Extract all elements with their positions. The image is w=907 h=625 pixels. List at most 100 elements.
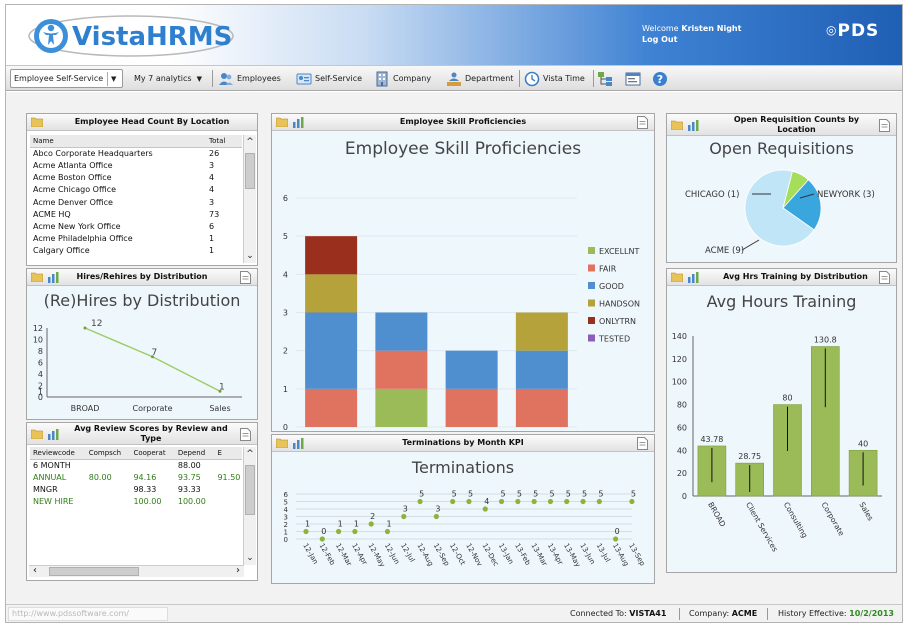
help-button[interactable]: ? bbox=[652, 69, 671, 88]
vista-time-button[interactable]: Vista Time bbox=[524, 69, 585, 88]
document-icon[interactable] bbox=[637, 116, 648, 129]
company-button[interactable]: Company bbox=[374, 69, 431, 88]
skill-bar-segment[interactable] bbox=[305, 236, 358, 275]
status-url[interactable]: http://www.pdssoftware.com/ bbox=[8, 607, 168, 621]
scroll-up-icon[interactable]: ^ bbox=[246, 137, 254, 147]
logout-link[interactable]: Log Out bbox=[642, 35, 678, 44]
termination-point[interactable] bbox=[482, 506, 488, 512]
skill-bar-segment[interactable] bbox=[515, 312, 568, 351]
pie-slice[interactable] bbox=[782, 179, 822, 231]
table-row[interactable]: MNGR 98.33 93.33 bbox=[30, 484, 242, 496]
table-row[interactable]: ACME HQ 73 bbox=[30, 208, 242, 220]
column-header[interactable]: Reviewcode bbox=[30, 447, 86, 460]
skill-bar-segment[interactable] bbox=[305, 312, 358, 389]
hires-data-point[interactable] bbox=[218, 389, 222, 393]
column-header[interactable]: Compsch bbox=[85, 447, 131, 460]
scroll-down-icon[interactable]: ⌄ bbox=[246, 251, 254, 261]
column-header[interactable]: E bbox=[214, 447, 242, 460]
document-icon[interactable] bbox=[637, 437, 648, 450]
table-row[interactable]: 6 MONTH 88.00 bbox=[30, 459, 242, 471]
self-service-button[interactable]: Self-Service bbox=[296, 69, 362, 88]
chart-settings-icon[interactable] bbox=[47, 271, 59, 283]
termination-point[interactable] bbox=[303, 528, 309, 535]
termination-point[interactable] bbox=[368, 521, 374, 527]
skill-bar-segment[interactable] bbox=[375, 350, 428, 389]
termination-point[interactable] bbox=[433, 513, 439, 520]
folder-icon[interactable] bbox=[31, 117, 43, 127]
chart-settings-icon[interactable] bbox=[292, 116, 304, 128]
termination-point[interactable] bbox=[564, 498, 570, 505]
termination-point[interactable] bbox=[319, 536, 325, 542]
skill-bar-segment[interactable] bbox=[445, 388, 498, 427]
termination-point[interactable] bbox=[384, 528, 391, 535]
skill-bar-segment[interactable] bbox=[375, 388, 428, 427]
analytics-select[interactable]: My 7 analytics ▼ bbox=[134, 69, 202, 88]
review-scrollbar[interactable]: ^ ⌄ bbox=[243, 447, 256, 565]
folder-icon[interactable] bbox=[671, 272, 683, 282]
folder-icon[interactable] bbox=[276, 438, 288, 448]
folder-icon[interactable] bbox=[31, 272, 43, 282]
table-row[interactable]: Calgary Office 1 bbox=[30, 245, 242, 257]
folder-icon[interactable] bbox=[671, 120, 683, 130]
column-header[interactable]: Depend bbox=[174, 447, 215, 460]
termination-point[interactable] bbox=[498, 498, 505, 505]
folder-icon[interactable] bbox=[31, 429, 43, 439]
scrollbar-thumb[interactable] bbox=[49, 567, 139, 576]
scrollbar-thumb[interactable] bbox=[245, 153, 255, 189]
headcount-scrollbar[interactable]: ^ ⌄ bbox=[243, 135, 256, 263]
document-icon[interactable] bbox=[240, 428, 251, 441]
role-select[interactable]: Employee Self-Service ▼ bbox=[10, 69, 124, 88]
scroll-down-icon[interactable]: ⌄ bbox=[246, 553, 254, 563]
table-row[interactable]: Acme Denver Office 3 bbox=[30, 196, 242, 208]
skill-bar-segment[interactable] bbox=[375, 312, 428, 351]
document-icon[interactable] bbox=[879, 271, 890, 284]
termination-point[interactable] bbox=[515, 498, 521, 505]
skill-bar-segment[interactable] bbox=[445, 350, 498, 389]
skill-bar-segment[interactable] bbox=[305, 388, 358, 427]
table-row[interactable]: Abco Corporate Headquarters 26 bbox=[30, 147, 242, 159]
termination-point[interactable] bbox=[401, 513, 407, 520]
table-row[interactable]: Acme Philadelphia Office 1 bbox=[30, 233, 242, 245]
department-button[interactable]: Department bbox=[446, 69, 513, 88]
org-chart-button[interactable] bbox=[597, 69, 616, 88]
chart-settings-icon[interactable] bbox=[687, 271, 699, 283]
table-row[interactable]: Acme Atlanta Office 3 bbox=[30, 159, 242, 171]
termination-point[interactable] bbox=[450, 498, 456, 505]
document-icon[interactable] bbox=[240, 271, 251, 284]
scrollbar-thumb[interactable] bbox=[245, 465, 255, 515]
scroll-right-icon[interactable]: › bbox=[236, 565, 240, 576]
document-icon[interactable] bbox=[879, 119, 890, 132]
termination-point[interactable] bbox=[629, 498, 635, 505]
column-header[interactable]: Name bbox=[30, 135, 206, 148]
skill-bar-segment[interactable] bbox=[515, 350, 568, 389]
termination-point[interactable] bbox=[580, 498, 586, 505]
table-row[interactable]: Acme New York Office 6 bbox=[30, 220, 242, 232]
termination-point[interactable] bbox=[547, 498, 554, 505]
scroll-up-icon[interactable]: ^ bbox=[246, 449, 254, 459]
folder-icon[interactable] bbox=[276, 117, 288, 127]
chart-settings-icon[interactable] bbox=[292, 437, 304, 449]
skill-bar-segment[interactable] bbox=[515, 388, 568, 427]
termination-point[interactable] bbox=[352, 528, 358, 535]
review-horizontal-scrollbar[interactable]: ‹ › bbox=[29, 565, 244, 577]
table-row[interactable]: Acme Boston Office 4 bbox=[30, 172, 242, 184]
skill-bar-segment[interactable] bbox=[305, 274, 358, 313]
column-header[interactable]: Cooperat bbox=[130, 447, 175, 460]
hires-data-point[interactable] bbox=[151, 355, 154, 359]
column-header[interactable]: Total bbox=[206, 135, 242, 148]
reports-button[interactable] bbox=[625, 69, 644, 88]
employees-button[interactable]: Employees bbox=[218, 69, 281, 88]
termination-point[interactable] bbox=[613, 536, 619, 542]
hires-data-point[interactable] bbox=[83, 326, 87, 330]
chart-settings-icon[interactable] bbox=[47, 428, 59, 440]
termination-point[interactable] bbox=[466, 498, 472, 505]
scroll-left-icon[interactable]: ‹ bbox=[33, 565, 37, 576]
termination-point[interactable] bbox=[596, 498, 602, 505]
table-row[interactable]: Acme Chicago Office 4 bbox=[30, 184, 242, 196]
table-row[interactable]: NEW HIRE 100.00 100.00 bbox=[30, 496, 242, 508]
termination-point[interactable] bbox=[335, 528, 342, 535]
termination-point[interactable] bbox=[417, 498, 423, 505]
termination-point[interactable] bbox=[531, 498, 537, 505]
pie-slice[interactable] bbox=[744, 169, 815, 247]
